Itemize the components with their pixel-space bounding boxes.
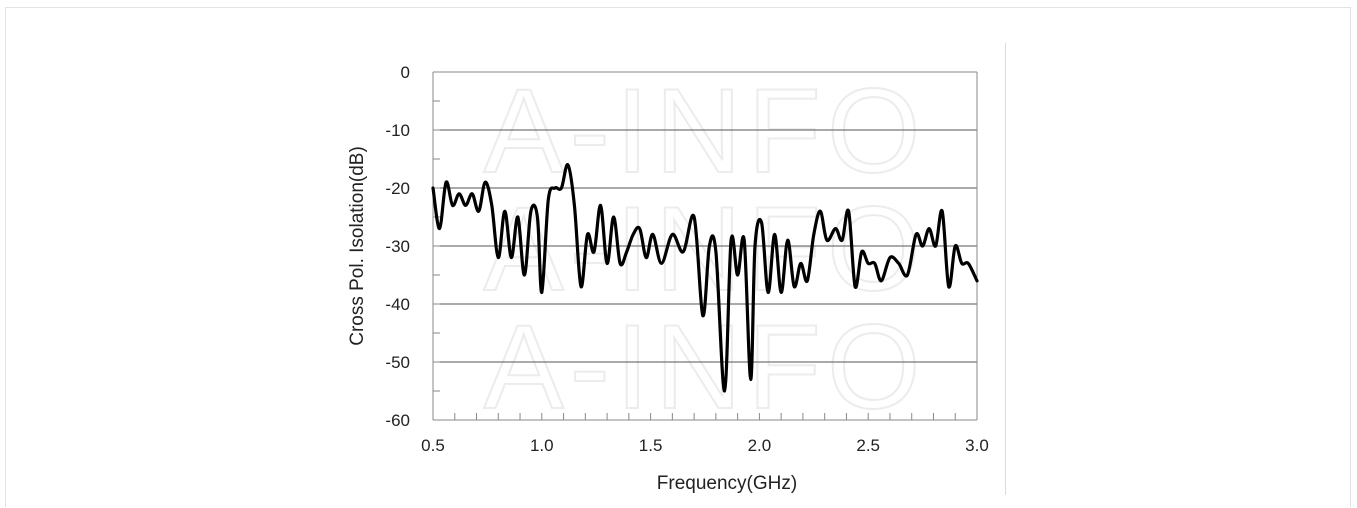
grid-lines (433, 129, 977, 363)
watermark-text-0: A-INFO (484, 64, 927, 198)
x-tick-label: 1.5 (639, 436, 663, 455)
y-tick-label: -40 (385, 295, 410, 314)
series-group (431, 163, 979, 393)
y-tick-labels: 0 -10 -20 -30 -40 -50 -60 (385, 63, 410, 430)
y-tick-label: -60 (385, 411, 410, 430)
axes (432, 71, 978, 421)
x-tick-labels: 0.5 1.0 1.5 2.0 2.5 3.0 (421, 436, 989, 455)
divider-line (1005, 43, 1006, 495)
watermark-text-2: A-INFO (484, 300, 927, 434)
y-tick-label: -10 (385, 121, 410, 140)
y-tick-label: -50 (385, 353, 410, 372)
x-tick-label: 3.0 (965, 436, 989, 455)
y-tick-label: -20 (385, 179, 410, 198)
y-tick-label: 0 (401, 63, 410, 82)
y-axis-title: Cross Pol. Isolation(dB) (347, 146, 368, 346)
figure-frame (5, 7, 1351, 507)
y-tick-label: -30 (385, 237, 410, 256)
x-tick-label: 1.0 (530, 436, 554, 455)
x-axis-title: Frequency(GHz) (657, 473, 797, 494)
series-line-0 (431, 163, 979, 393)
x-tick-label: 0.5 (421, 436, 445, 455)
x-tick-label: 2.0 (748, 436, 772, 455)
x-tick-label: 2.5 (856, 436, 880, 455)
